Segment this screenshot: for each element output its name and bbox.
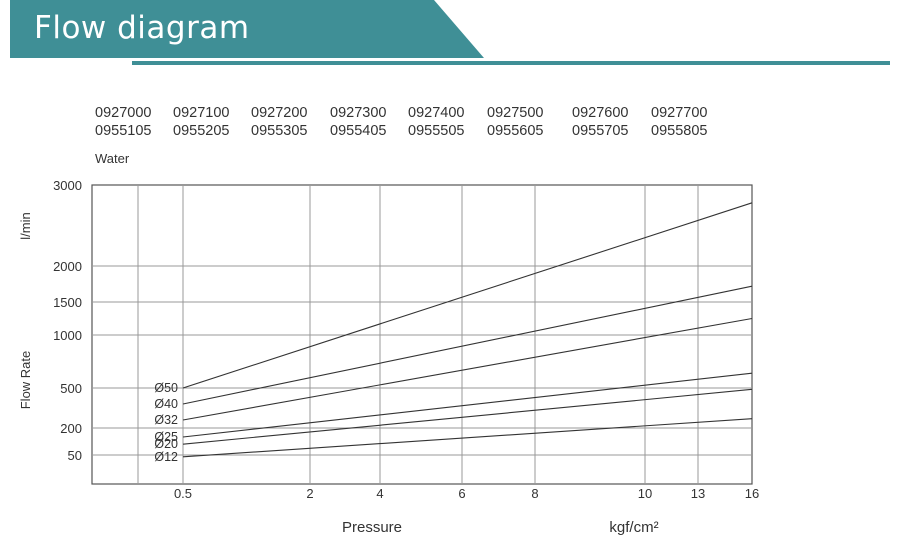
model-number: 0955605 — [487, 123, 544, 139]
series-line — [182, 418, 753, 458]
series-label: Ø40 — [154, 397, 178, 411]
series-line — [182, 317, 753, 421]
series-label: Ø50 — [154, 381, 178, 395]
x-tick-label: 10 — [638, 486, 652, 501]
y-tick-label: 1000 — [53, 328, 82, 343]
x-tick-label: 4 — [376, 486, 383, 501]
series-label: Ø25 — [154, 430, 178, 444]
x-axis-unit: kgf/cm² — [609, 519, 658, 536]
x-tick-label: 6 — [458, 486, 465, 501]
y-tick-label: 200 — [60, 421, 82, 436]
y-axis-unit: l/min — [18, 212, 33, 239]
model-number: 0955805 — [651, 123, 708, 139]
x-tick-label: 13 — [691, 486, 705, 501]
y-axis-label: Flow Rate — [18, 351, 33, 410]
series-line — [182, 388, 753, 445]
model-number: 0955405 — [330, 123, 387, 139]
x-tick-label: 2 — [306, 486, 313, 501]
header-banner: Flow diagram — [0, 0, 916, 70]
model-number: 0955705 — [572, 123, 629, 139]
model-number: 0927700 — [651, 105, 708, 121]
series-label: Ø20 — [154, 437, 178, 451]
model-number: 0927500 — [487, 105, 544, 121]
series-line — [182, 202, 753, 389]
x-tick-label: 0.5 — [174, 486, 192, 501]
x-tick-label: 8 — [531, 486, 538, 501]
series-label: Ø32 — [154, 413, 178, 427]
model-number: 0927600 — [572, 105, 629, 121]
y-tick-label: 3000 — [53, 178, 82, 193]
y-tick-label: 2000 — [53, 259, 82, 274]
series-label: Ø12 — [154, 450, 178, 464]
y-tick-label: 1500 — [53, 295, 82, 310]
model-number: 0955205 — [173, 123, 230, 139]
medium-label: Water — [95, 151, 130, 166]
model-number: 0927100 — [173, 105, 230, 121]
model-number: 0927300 — [330, 105, 387, 121]
y-tick-label: 50 — [68, 448, 82, 463]
x-axis-label: Pressure — [342, 519, 402, 536]
page-title: Flow diagram — [34, 10, 250, 46]
model-number: 0955505 — [408, 123, 465, 139]
series-line — [182, 285, 753, 405]
model-number: 0927400 — [408, 105, 465, 121]
series-line — [182, 372, 753, 438]
x-tick-label: 16 — [745, 486, 759, 501]
y-tick-label: 500 — [60, 381, 82, 396]
model-number: 0955105 — [95, 123, 152, 139]
banner-shape — [10, 0, 890, 65]
model-number: 0955305 — [251, 123, 308, 139]
model-number: 0927000 — [95, 105, 152, 121]
model-number: 0927200 — [251, 105, 308, 121]
